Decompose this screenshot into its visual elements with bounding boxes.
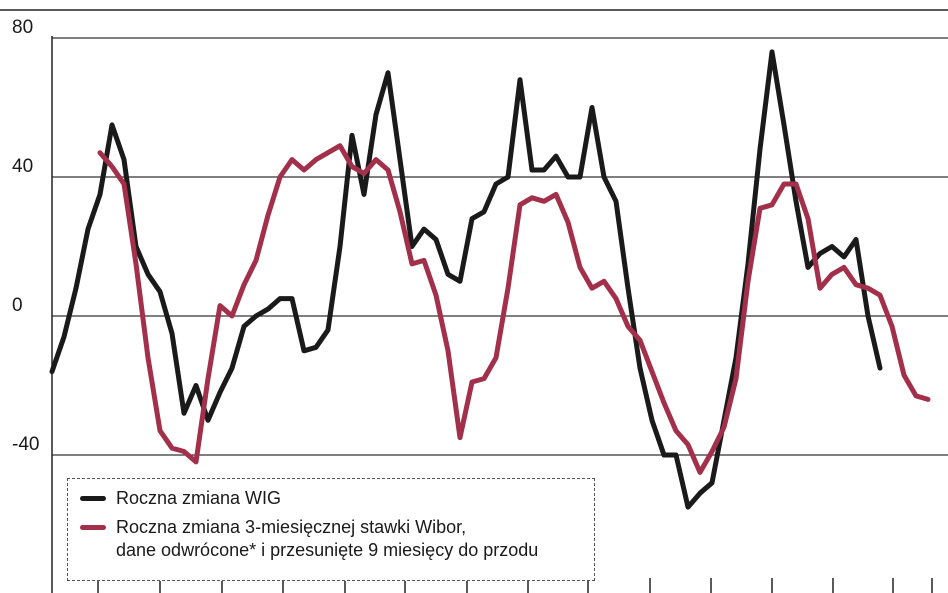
legend-label: Roczna zmiana 3-miesięcznej stawki Wibor… bbox=[116, 517, 539, 560]
y-tick-label: 80 bbox=[12, 17, 33, 38]
legend-swatch bbox=[80, 525, 106, 530]
y-tick-label: 40 bbox=[12, 156, 33, 177]
series-line bbox=[97, 143, 931, 475]
series-line bbox=[49, 49, 883, 510]
legend: Roczna zmiana WIG Roczna zmiana 3-miesięc… bbox=[67, 478, 595, 581]
legend-item: Roczna zmiana 3-miesięcznej stawki Wibor… bbox=[80, 516, 584, 562]
legend-label: Roczna zmiana WIG bbox=[116, 488, 282, 508]
y-tick-label: 0 bbox=[12, 295, 23, 316]
legend-item: Roczna zmiana WIG bbox=[80, 487, 584, 510]
legend-swatch bbox=[80, 496, 106, 501]
y-tick-label: -40 bbox=[12, 434, 39, 455]
